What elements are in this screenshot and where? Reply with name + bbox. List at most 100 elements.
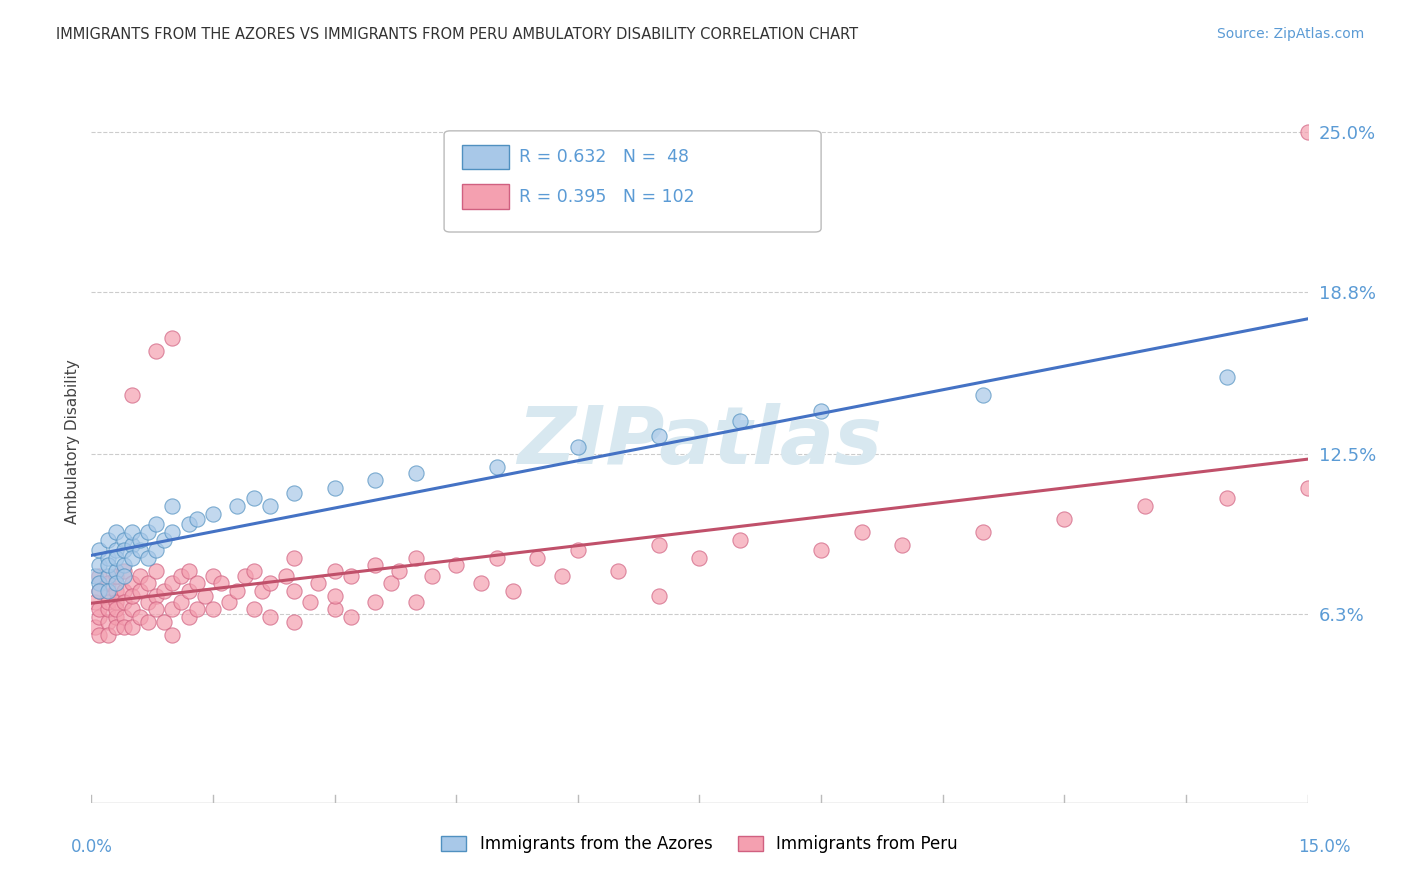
- Point: [323, 564, 346, 578]
- Point: [121, 620, 143, 634]
- Point: [186, 512, 208, 526]
- Point: [84, 568, 107, 582]
- Point: [169, 594, 191, 608]
- Point: [177, 564, 200, 578]
- Point: [307, 576, 329, 591]
- Point: [121, 550, 143, 565]
- Point: [136, 615, 159, 630]
- Point: [259, 610, 281, 624]
- Point: [526, 550, 548, 565]
- Point: [104, 610, 127, 624]
- Point: [104, 602, 127, 616]
- Point: [283, 584, 305, 599]
- Point: [972, 388, 994, 402]
- Point: [162, 576, 184, 591]
- Point: [283, 550, 305, 565]
- Point: [340, 568, 363, 582]
- Point: [177, 610, 200, 624]
- Point: [112, 533, 135, 547]
- Point: [112, 594, 135, 608]
- Point: [129, 533, 152, 547]
- Text: ZIPatlas: ZIPatlas: [517, 402, 882, 481]
- Point: [129, 584, 152, 599]
- Point: [89, 568, 111, 582]
- Point: [104, 576, 127, 591]
- Point: [162, 331, 184, 345]
- Point: [1296, 481, 1319, 495]
- Point: [89, 584, 111, 599]
- Point: [145, 590, 167, 604]
- Point: [84, 620, 107, 634]
- Point: [145, 517, 167, 532]
- Point: [405, 594, 427, 608]
- Point: [89, 576, 111, 591]
- Point: [186, 576, 208, 591]
- Point: [259, 576, 281, 591]
- Point: [112, 620, 135, 634]
- Point: [97, 558, 120, 573]
- Point: [388, 564, 411, 578]
- Point: [169, 568, 191, 582]
- Point: [112, 568, 135, 582]
- Point: [550, 568, 572, 582]
- Point: [136, 524, 159, 539]
- Point: [1215, 370, 1237, 384]
- Text: R = 0.632   N =  48: R = 0.632 N = 48: [519, 148, 689, 166]
- Point: [259, 499, 281, 513]
- Point: [104, 594, 127, 608]
- Point: [121, 538, 143, 552]
- Point: [364, 558, 387, 573]
- Point: [364, 594, 387, 608]
- Point: [405, 550, 427, 565]
- Point: [470, 576, 492, 591]
- FancyBboxPatch shape: [463, 185, 509, 209]
- Point: [162, 499, 184, 513]
- Point: [1296, 125, 1319, 139]
- Point: [162, 602, 184, 616]
- Text: Source: ZipAtlas.com: Source: ZipAtlas.com: [1216, 27, 1364, 41]
- Point: [162, 628, 184, 642]
- Text: R = 0.395   N = 102: R = 0.395 N = 102: [519, 187, 695, 205]
- Point: [121, 576, 143, 591]
- Point: [891, 538, 914, 552]
- Point: [97, 602, 120, 616]
- Point: [186, 602, 208, 616]
- Point: [340, 610, 363, 624]
- Point: [97, 615, 120, 630]
- Point: [121, 388, 143, 402]
- Point: [405, 466, 427, 480]
- Point: [145, 542, 167, 557]
- Text: 15.0%: 15.0%: [1298, 838, 1351, 855]
- Point: [112, 542, 135, 557]
- Point: [145, 564, 167, 578]
- Point: [129, 610, 152, 624]
- Point: [1215, 491, 1237, 506]
- Text: IMMIGRANTS FROM THE AZORES VS IMMIGRANTS FROM PERU AMBULATORY DISABILITY CORRELA: IMMIGRANTS FROM THE AZORES VS IMMIGRANTS…: [56, 27, 859, 42]
- Point: [209, 576, 232, 591]
- FancyBboxPatch shape: [463, 145, 509, 169]
- Text: 0.0%: 0.0%: [70, 838, 112, 855]
- Point: [972, 524, 994, 539]
- Point: [177, 584, 200, 599]
- Point: [112, 564, 135, 578]
- Point: [420, 568, 443, 582]
- Point: [202, 507, 225, 521]
- Point: [485, 460, 508, 475]
- Point: [121, 590, 143, 604]
- Point: [242, 491, 264, 506]
- Point: [250, 584, 273, 599]
- Point: [84, 594, 107, 608]
- Point: [89, 628, 111, 642]
- Point: [728, 533, 751, 547]
- Point: [444, 558, 467, 573]
- Point: [648, 590, 671, 604]
- Point: [194, 590, 217, 604]
- Point: [97, 533, 120, 547]
- Point: [1053, 512, 1076, 526]
- Point: [283, 615, 305, 630]
- Legend: Immigrants from the Azores, Immigrants from Peru: Immigrants from the Azores, Immigrants f…: [434, 828, 965, 860]
- Point: [97, 550, 120, 565]
- Point: [242, 564, 264, 578]
- Point: [97, 590, 120, 604]
- Point: [810, 542, 832, 557]
